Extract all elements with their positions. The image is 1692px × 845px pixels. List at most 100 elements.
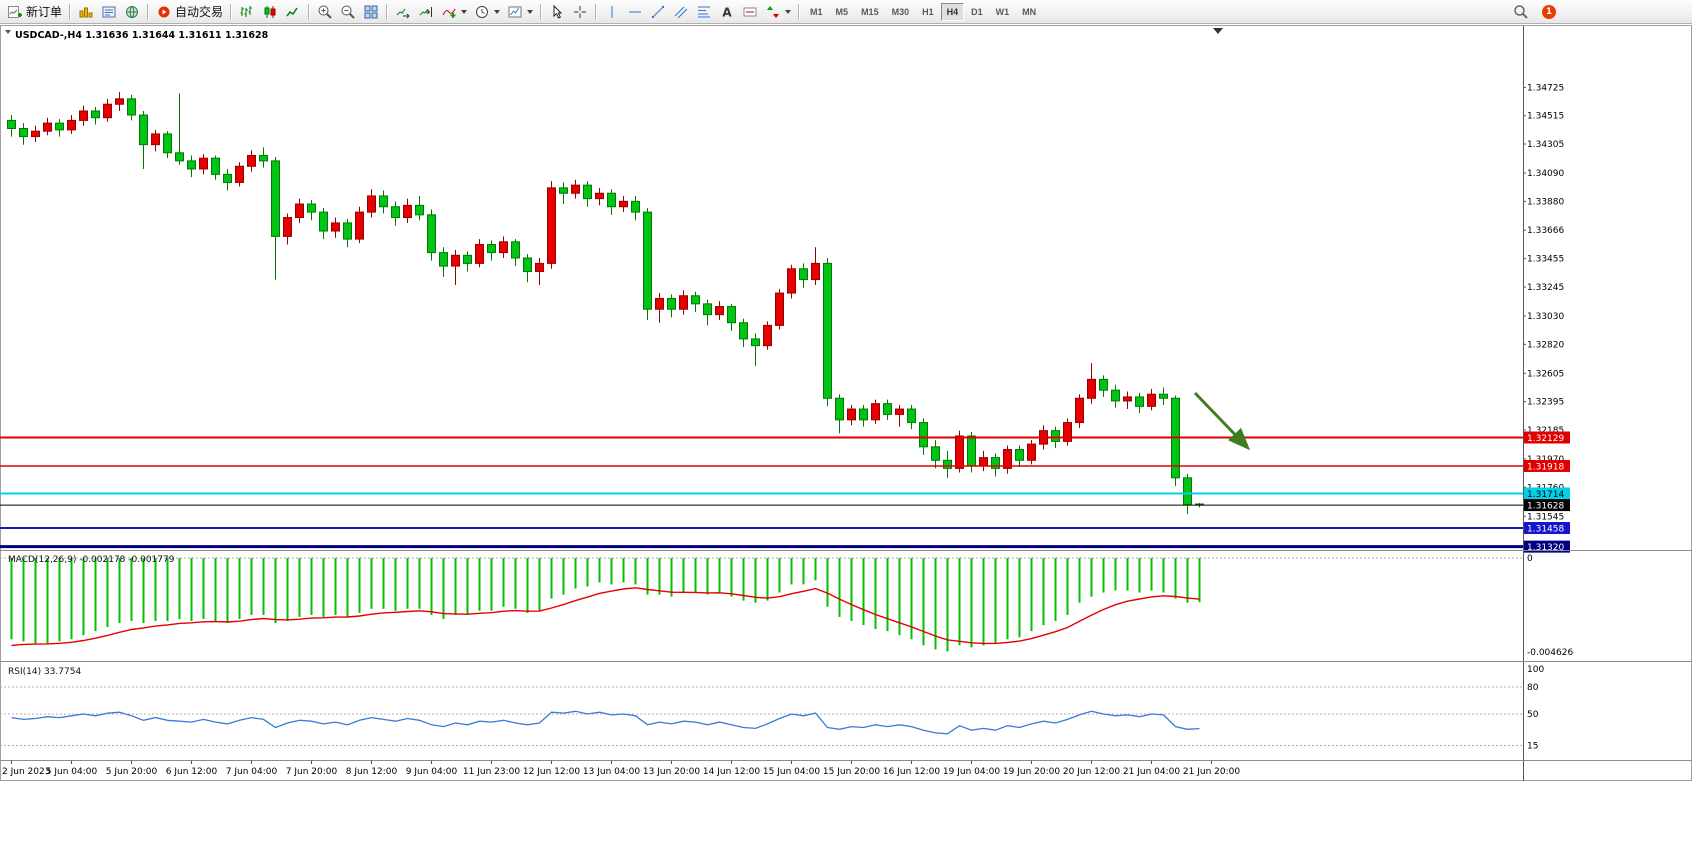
toolbar-separator — [147, 3, 150, 20]
channel-tool-button[interactable] — [670, 2, 692, 22]
zoom-out-button[interactable] — [337, 2, 359, 22]
chart-shift-button[interactable] — [415, 2, 437, 22]
one-click-trading-toggle[interactable] — [5, 30, 11, 34]
svg-text:1.33030: 1.33030 — [1527, 312, 1564, 322]
timeframe-button-H4[interactable]: H4 — [940, 2, 965, 21]
chevron-down-icon — [461, 9, 468, 14]
market-watch-button[interactable] — [75, 2, 97, 22]
toolbar-separator — [540, 3, 543, 20]
auto-trading-button[interactable]: 自动交易 — [153, 2, 226, 22]
toolbar-separator — [308, 3, 311, 20]
svg-text:19 Jun 20:00: 19 Jun 20:00 — [1003, 767, 1060, 777]
svg-text:11 Jun 23:00: 11 Jun 23:00 — [463, 767, 520, 777]
crosshair-icon — [572, 4, 588, 20]
line-chart-type-icon — [285, 4, 301, 20]
chart-title: USDCAD-,H4 1.31636 1.31644 1.31611 1.316… — [15, 30, 269, 41]
candle-chart-type-button[interactable] — [259, 2, 281, 22]
auto-scroll-button[interactable] — [392, 2, 414, 22]
zoom-out-icon — [340, 4, 356, 20]
timeframe-button-M30[interactable]: M30 — [886, 3, 916, 21]
timeframe-button-M5[interactable]: M5 — [830, 3, 855, 21]
toolbar-separator — [798, 3, 801, 20]
svg-text:-0.004626: -0.004626 — [1527, 648, 1573, 658]
search-icon — [1513, 4, 1529, 20]
indicators-icon — [441, 4, 457, 20]
indicators-button[interactable] — [438, 2, 470, 22]
text-label-icon — [742, 4, 758, 20]
templates-button[interactable] — [504, 2, 536, 22]
svg-text:7 Jun 04:00: 7 Jun 04:00 — [226, 767, 278, 777]
horizontal-line-icon — [627, 4, 643, 20]
price-badge-1.31628 — [1524, 499, 1570, 512]
svg-text:1.32395: 1.32395 — [1527, 398, 1564, 408]
svg-text:1.33880: 1.33880 — [1527, 197, 1564, 207]
price-badge-1.31320 — [1524, 540, 1570, 553]
cursor-icon — [549, 4, 565, 20]
arrows-tool-button[interactable] — [762, 2, 794, 22]
price-badge-1.31714 — [1524, 487, 1570, 500]
svg-text:1.34090: 1.34090 — [1527, 169, 1564, 179]
fibonacci-icon — [696, 4, 712, 20]
zoom-in-button[interactable] — [314, 2, 336, 22]
svg-text:15 Jun 20:00: 15 Jun 20:00 — [823, 767, 880, 777]
fibonacci-tool-button[interactable] — [693, 2, 715, 22]
auto-trading-label: 自动交易 — [175, 5, 224, 19]
horizontal-line-tool-button[interactable] — [624, 2, 646, 22]
navigator-icon — [124, 4, 140, 20]
svg-text:1.32185: 1.32185 — [1527, 426, 1564, 436]
vertical-line-tool-button[interactable] — [601, 2, 623, 22]
new-order-button[interactable]: 新订单 — [4, 2, 65, 22]
svg-text:1.34725: 1.34725 — [1527, 83, 1564, 93]
notification-badge[interactable]: 1 — [1542, 4, 1556, 19]
svg-text:6 Jun 12:00: 6 Jun 12:00 — [166, 767, 218, 777]
svg-text:1.31628: 1.31628 — [1527, 502, 1564, 512]
timeframe-button-W1[interactable]: W1 — [990, 3, 1016, 21]
trendline-icon — [650, 4, 666, 20]
chart-shift-marker[interactable] — [1213, 28, 1223, 34]
trendline-tool-button[interactable] — [647, 2, 669, 22]
svg-text:1.33245: 1.33245 — [1527, 283, 1564, 293]
navigator-button[interactable] — [121, 2, 143, 22]
data-window-button[interactable] — [98, 2, 120, 22]
cursor-button[interactable] — [546, 2, 568, 22]
chevron-down-icon — [494, 9, 501, 14]
timeframe-button-M1[interactable]: M1 — [804, 3, 829, 21]
bar-chart-type-button[interactable] — [236, 2, 258, 22]
text-label-tool-button[interactable] — [739, 2, 761, 22]
price-badge-1.31458 — [1524, 522, 1570, 535]
horizontal-lines-layer — [0, 436, 1523, 549]
periods-button[interactable] — [471, 2, 503, 22]
price-axis: 1.34725 1.34515 1.34305 1.34090 1.33880 1.336… — [1523, 26, 1570, 781]
timeframe-button-MN[interactable]: MN — [1016, 3, 1042, 21]
svg-text:21 Jun 20:00: 21 Jun 20:00 — [1183, 767, 1240, 777]
toolbar-separator — [230, 3, 233, 20]
text-tool-button[interactable]: A — [716, 2, 738, 22]
svg-text:1.32129: 1.32129 — [1527, 434, 1564, 444]
bar-chart-type-icon — [239, 4, 255, 20]
timeframe-button-H1[interactable]: H1 — [916, 3, 940, 21]
svg-text:1.33455: 1.33455 — [1527, 255, 1564, 265]
text-icon: A — [719, 4, 735, 20]
svg-text:80: 80 — [1527, 683, 1539, 693]
arrow-annotation[interactable] — [1193, 391, 1251, 451]
svg-text:1.34305: 1.34305 — [1527, 140, 1564, 150]
timeframe-group: M1 M5 M15 M30 H1 H4 D1 W1 MN — [804, 2, 1042, 21]
svg-text:21 Jun 04:00: 21 Jun 04:00 — [1123, 767, 1180, 777]
svg-text:16 Jun 12:00: 16 Jun 12:00 — [883, 767, 940, 777]
crosshair-button[interactable] — [569, 2, 591, 22]
chevron-down-icon — [785, 9, 792, 14]
search-button[interactable] — [1510, 2, 1532, 22]
timeframe-button-D1[interactable]: D1 — [965, 3, 989, 21]
macd-pane: MACD(12,26,9) -0.002178 -0.001779 0 -0.004… — [0, 554, 1573, 658]
svg-text:19 Jun 04:00: 19 Jun 04:00 — [943, 767, 1000, 777]
timeframe-button-M15[interactable]: M15 — [855, 3, 885, 21]
vertical-line-icon — [604, 4, 620, 20]
line-chart-type-button[interactable] — [282, 2, 304, 22]
svg-text:1.31458: 1.31458 — [1527, 525, 1564, 535]
rsi-line — [11, 710, 1200, 735]
tile-windows-button[interactable] — [360, 2, 382, 22]
channel-icon — [673, 4, 689, 20]
svg-text:7 Jun 20:00: 7 Jun 20:00 — [286, 767, 338, 777]
